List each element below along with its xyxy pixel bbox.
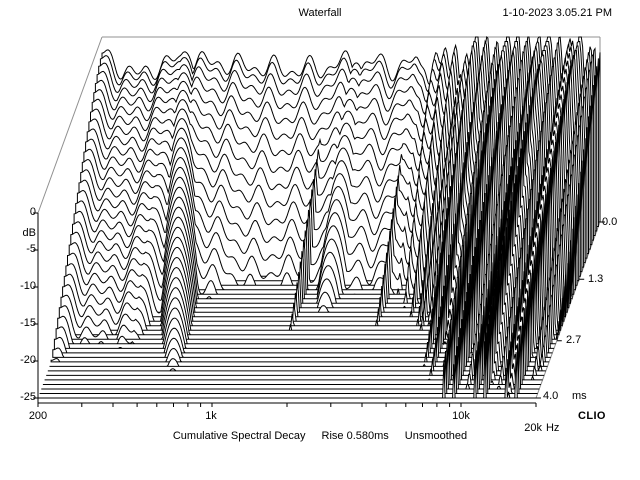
db-axis-unit: dB xyxy=(22,227,36,239)
clio-brand-label: CLIO xyxy=(578,410,606,422)
page-title: Waterfall xyxy=(298,7,342,19)
db-axis-tick-3: -15 xyxy=(20,317,36,329)
db-axis-tick-1: -5 xyxy=(26,243,36,255)
freq-axis-tick-1k: 1k xyxy=(205,410,217,422)
freq-axis-tick-20k-value: 20k xyxy=(524,422,542,434)
db-axis-tick-2: -10 xyxy=(20,280,36,292)
time-axis-tick-1: 1.3 xyxy=(588,273,604,285)
time-axis-tick-0: 0.0 xyxy=(602,216,618,228)
caption-rise-time: Rise 0.580ms xyxy=(321,430,389,442)
freq-axis-tick-20k: 20k Hz xyxy=(512,410,563,446)
freq-axis-unit: Hz xyxy=(545,422,560,434)
db-axis-tick-0: 0 xyxy=(29,206,36,218)
chart-caption: Cumulative Spectral Decay Rise 0.580ms U… xyxy=(0,430,640,442)
db-axis-tick-5: -25 xyxy=(20,391,36,403)
caption-smoothing: Unsmoothed xyxy=(404,430,468,442)
time-axis-tick-3: 4.0 xyxy=(543,390,559,402)
measurement-timestamp: 1-10-2023 3.05.21 PM xyxy=(502,7,612,19)
freq-axis-tick-200: 200 xyxy=(28,410,48,422)
db-axis-tick-4: -20 xyxy=(20,354,36,366)
time-axis-tick-2: 2.7 xyxy=(566,334,582,346)
time-axis-unit: ms xyxy=(572,390,587,402)
caption-measurement-type: Cumulative Spectral Decay xyxy=(172,430,306,442)
freq-axis-tick-10k: 10k xyxy=(452,410,470,422)
